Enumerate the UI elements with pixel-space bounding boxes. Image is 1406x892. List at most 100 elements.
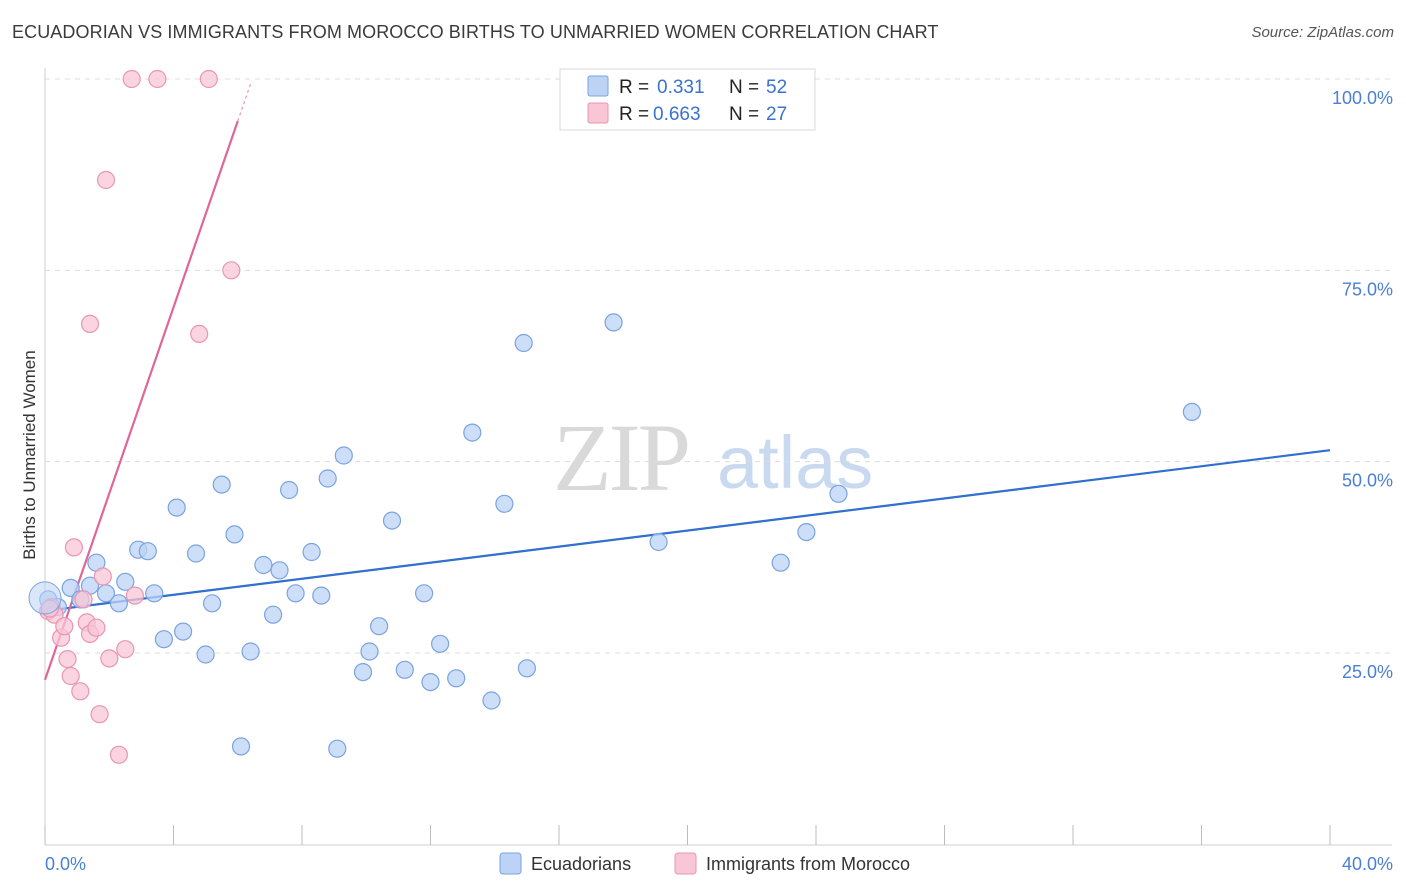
watermark-zip: ZIP bbox=[553, 404, 688, 511]
ecuadorian-point-19 bbox=[225, 525, 244, 544]
ecuadorian-point-29 bbox=[318, 469, 337, 488]
ecuadorian-point-28 bbox=[312, 586, 331, 605]
morocco-point-20 bbox=[125, 586, 144, 605]
morocco-point-22 bbox=[148, 69, 167, 89]
gridlines bbox=[45, 78, 1392, 654]
y-tick-label-3: 25.0% bbox=[1342, 662, 1393, 682]
ecuadorian-point-48 bbox=[771, 553, 790, 572]
morocco-point-15 bbox=[93, 567, 112, 586]
ecuadorian-point-13 bbox=[167, 498, 186, 517]
ecuadorian-point-23 bbox=[264, 605, 283, 624]
morocco-point-16 bbox=[96, 170, 116, 190]
x-tick-label-start: 0.0% bbox=[45, 854, 86, 874]
correlation-legend: R = 0.331 N = 52 R = 0.663 N = 27 bbox=[559, 68, 816, 131]
morocco-point-18 bbox=[109, 745, 129, 764]
ecuadorian-point-26 bbox=[286, 584, 305, 603]
ecuadorian-point-15 bbox=[186, 544, 206, 563]
legend-r-label-1: R = bbox=[619, 77, 649, 98]
ecuadorian-point-30 bbox=[328, 739, 347, 758]
y-tick-label-2: 50.0% bbox=[1342, 471, 1393, 491]
ecuadorian-point-35 bbox=[382, 511, 402, 530]
ecuadorian-point-39 bbox=[431, 634, 450, 653]
ecuadorian-point-7 bbox=[109, 594, 129, 613]
series-legend-label-morocco: Immigrants from Morocco bbox=[706, 854, 910, 874]
morocco-point-17 bbox=[100, 649, 119, 668]
chart-title: ECUADORIAN VS IMMIGRANTS FROM MOROCCO BI… bbox=[12, 22, 939, 42]
morocco-point-25 bbox=[222, 261, 241, 280]
morocco-point-8 bbox=[71, 682, 90, 701]
ecuadorian-point-32 bbox=[353, 662, 373, 682]
morocco-point-7 bbox=[64, 538, 84, 557]
ecuadorian-point-45 bbox=[517, 659, 537, 678]
ecuadorian-point-51 bbox=[1182, 402, 1202, 421]
ecuadorian-point-20 bbox=[231, 737, 251, 756]
trend-lines bbox=[43, 83, 1331, 681]
morocco-point-13 bbox=[87, 618, 106, 637]
legend-r-value-2: 0.663 bbox=[653, 104, 701, 125]
ecuadorian-point-18 bbox=[212, 475, 231, 494]
morocco-point-4 bbox=[55, 617, 74, 636]
ecuadorian-point-41 bbox=[463, 423, 482, 442]
y-axis-label: Births to Unmarried Women bbox=[20, 350, 39, 559]
ecuadorian-point-33 bbox=[360, 642, 379, 661]
y-tick-labels: 100.0% 75.0% 50.0% 25.0% bbox=[1332, 88, 1393, 682]
morocco-point-12 bbox=[80, 314, 100, 333]
ecuadorian-point-49 bbox=[797, 522, 816, 542]
ecuadorian-point-37 bbox=[415, 584, 434, 603]
ecuadorian-point-44 bbox=[514, 333, 533, 353]
morocco-point-9 bbox=[74, 590, 93, 609]
ecuadorian-point-17 bbox=[203, 594, 222, 613]
morocco-point-6 bbox=[61, 666, 80, 686]
ecuadorian-point-31 bbox=[334, 446, 353, 465]
ecuadorian-point-47 bbox=[649, 532, 668, 552]
axes bbox=[44, 68, 1392, 846]
ecuadorian-point-25 bbox=[280, 480, 299, 500]
legend-swatch-ecuadorians bbox=[587, 75, 609, 97]
morocco-point-14 bbox=[90, 705, 109, 724]
legend-n-label-1: N = bbox=[729, 77, 759, 98]
ecuadorian-trend-line bbox=[44, 449, 1331, 612]
ecuadorian-point-36 bbox=[395, 660, 414, 679]
legend-n-value-1: 52 bbox=[766, 77, 787, 98]
morocco-point-21 bbox=[122, 69, 141, 89]
legend-n-label-2: N = bbox=[729, 104, 759, 125]
x-tick-label-end: 40.0% bbox=[1342, 854, 1393, 874]
y-tick-label-1: 75.0% bbox=[1342, 279, 1393, 299]
x-tick-labels: 0.0% 40.0% bbox=[45, 854, 1393, 874]
source-credit: Source: ZipAtlas.com bbox=[1251, 24, 1394, 41]
series-legend: Ecuadorians Immigrants from Morocco bbox=[499, 852, 910, 875]
morocco-point-24 bbox=[199, 69, 218, 89]
ecuadorian-point-40 bbox=[447, 669, 466, 688]
legend-swatch-morocco bbox=[587, 102, 609, 124]
ecuadorian-point-14 bbox=[174, 622, 193, 641]
ecuadorian-point-46 bbox=[604, 313, 623, 332]
morocco-point-5 bbox=[58, 649, 77, 669]
watermark: ZIP atlas bbox=[553, 404, 873, 511]
ecuadorian-point-34 bbox=[370, 617, 389, 636]
series-legend-label-ecuadorians: Ecuadorians bbox=[531, 854, 631, 874]
ecuadorian-point-16 bbox=[196, 645, 215, 664]
ecuadorian-point-43 bbox=[495, 494, 514, 513]
ecuadorian-point-42 bbox=[482, 691, 501, 710]
ecuadorian-point-21 bbox=[241, 642, 260, 661]
ecuadorian-point-8 bbox=[116, 572, 135, 591]
ecuadorian-cluster-point bbox=[28, 581, 62, 615]
ecuadorian-point-24 bbox=[270, 561, 289, 580]
ecuadorian-point-38 bbox=[421, 672, 440, 692]
ecuadorian-point-11 bbox=[145, 584, 164, 603]
ecuadorian-point-50 bbox=[829, 484, 848, 503]
y-tick-label-0: 100.0% bbox=[1332, 88, 1393, 108]
data-points bbox=[28, 69, 1202, 764]
legend-r-value-1: 0.331 bbox=[657, 77, 705, 98]
morocco-point-19 bbox=[116, 640, 135, 659]
ecuadorian-point-12 bbox=[154, 630, 173, 649]
series-legend-swatch-morocco bbox=[674, 852, 697, 875]
ecuadorian-point-10 bbox=[138, 542, 157, 561]
series-legend-swatch-ecuadorians bbox=[499, 852, 522, 875]
ecuadorian-point-27 bbox=[302, 542, 321, 562]
legend-r-label-2: R = bbox=[619, 104, 649, 125]
legend-n-value-2: 27 bbox=[766, 104, 787, 125]
ecuadorian-point-22 bbox=[254, 555, 273, 575]
morocco-point-23 bbox=[190, 324, 209, 343]
